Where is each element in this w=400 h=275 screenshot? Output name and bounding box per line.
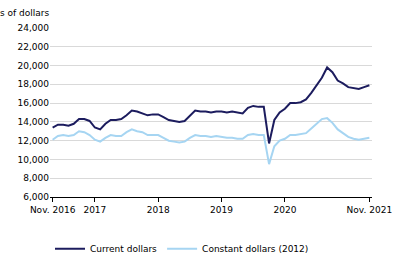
svg-text:24,000: 24,000 <box>18 23 50 33</box>
svg-text:12,000: 12,000 <box>18 136 50 146</box>
svg-text:6,000: 6,000 <box>23 192 49 202</box>
svg-text:22,000: 22,000 <box>18 42 50 52</box>
svg-text:16,000: 16,000 <box>18 98 50 108</box>
svg-text:Nov. 2016: Nov. 2016 <box>30 205 76 215</box>
svg-text:10,000: 10,000 <box>18 155 50 165</box>
svg-text:20,000: 20,000 <box>18 61 50 71</box>
svg-text:2020: 2020 <box>273 205 296 215</box>
svg-text:Current dollars: Current dollars <box>90 244 157 254</box>
svg-text:2017: 2017 <box>83 205 106 215</box>
svg-text:2018: 2018 <box>147 205 170 215</box>
svg-text:2019: 2019 <box>210 205 233 215</box>
svg-text:18,000: 18,000 <box>18 79 50 89</box>
svg-text:Constant dollars (2012): Constant dollars (2012) <box>202 244 308 254</box>
svg-text:14,000: 14,000 <box>18 117 50 127</box>
svg-text:Nov. 2021: Nov. 2021 <box>347 205 393 215</box>
svg-text:8,000: 8,000 <box>23 173 49 183</box>
svg-text:millions of dollars: millions of dollars <box>0 8 50 18</box>
